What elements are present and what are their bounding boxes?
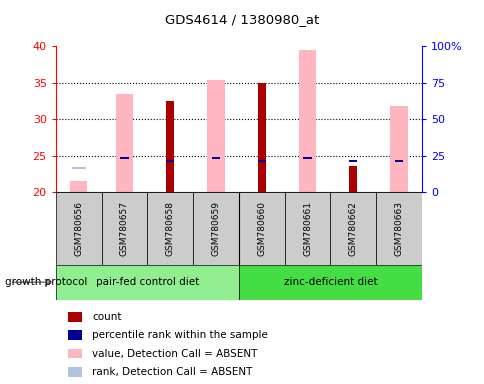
Text: GSM780662: GSM780662 [348, 201, 357, 256]
Bar [101, 192, 147, 265]
Bar [238, 192, 284, 265]
Text: value, Detection Call = ABSENT: value, Detection Call = ABSENT [92, 349, 257, 359]
Text: GSM780659: GSM780659 [211, 201, 220, 256]
Text: GDS4614 / 1380980_at: GDS4614 / 1380980_at [165, 13, 319, 26]
Bar [284, 192, 330, 265]
Text: percentile rank within the sample: percentile rank within the sample [92, 330, 268, 340]
Bar [348, 167, 357, 192]
Text: GSM780661: GSM780661 [302, 201, 311, 256]
Bar [70, 181, 87, 192]
Bar [238, 265, 421, 300]
Bar [166, 101, 174, 192]
Bar [166, 160, 174, 162]
Bar [56, 192, 101, 265]
Bar [394, 160, 402, 162]
Text: GSM780656: GSM780656 [74, 201, 83, 256]
Text: GSM780657: GSM780657 [120, 201, 129, 256]
Bar [330, 192, 376, 265]
Text: GSM780663: GSM780663 [394, 201, 403, 256]
Bar [376, 192, 421, 265]
Text: zinc-deficient diet: zinc-deficient diet [283, 277, 377, 287]
Bar [56, 265, 238, 300]
Text: GSM780660: GSM780660 [257, 201, 266, 256]
Bar [257, 83, 265, 192]
Text: growth protocol: growth protocol [5, 277, 87, 287]
Bar [72, 167, 86, 169]
Bar [207, 80, 224, 192]
Bar [212, 157, 220, 159]
Bar [120, 157, 128, 159]
Bar [116, 94, 133, 192]
Text: count: count [92, 312, 121, 322]
Bar [193, 192, 238, 265]
Bar [147, 192, 193, 265]
Bar [257, 160, 265, 162]
Bar [348, 160, 357, 162]
Text: GSM780658: GSM780658 [166, 201, 174, 256]
Bar [298, 50, 316, 192]
Bar [303, 157, 311, 159]
Text: pair-fed control diet: pair-fed control diet [95, 277, 198, 287]
Bar [390, 106, 407, 192]
Text: rank, Detection Call = ABSENT: rank, Detection Call = ABSENT [92, 367, 252, 377]
